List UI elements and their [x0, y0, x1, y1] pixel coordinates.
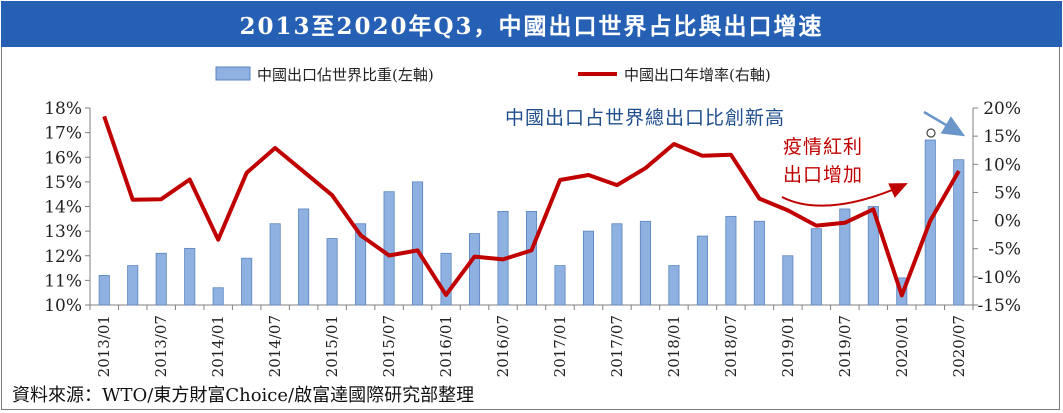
source-note: 資料來源：WTO/東方財富Choice/啟富達國際研究部整理: [12, 385, 475, 406]
chart-title: 2013至2020年Q3，中國出口世界占比與出口增速: [1, 1, 1062, 47]
